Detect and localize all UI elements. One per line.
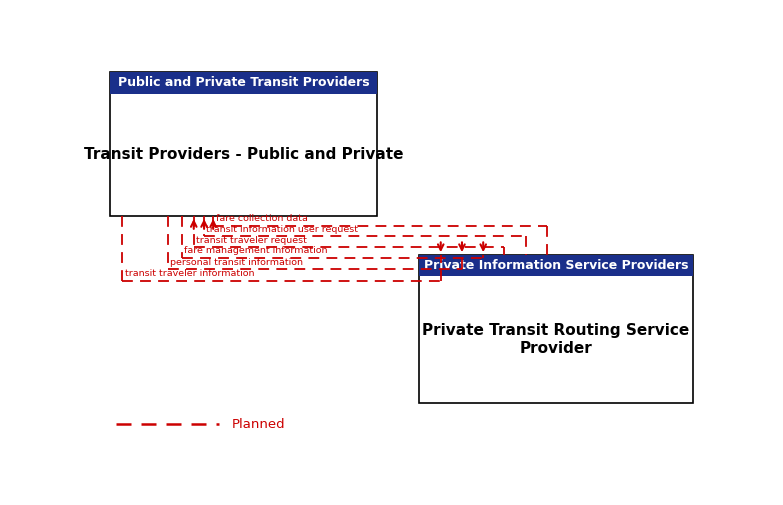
Bar [110,72,377,216]
Text: transit information user request: transit information user request [207,225,359,234]
Bar [420,255,693,403]
Text: Planned: Planned [232,418,285,431]
Text: transit traveler request: transit traveler request [197,235,307,244]
Text: Public and Private Transit Providers: Public and Private Transit Providers [117,76,370,89]
Text: personal transit information: personal transit information [170,258,303,267]
Text: transit traveler information: transit traveler information [124,269,254,278]
Bar [420,255,693,276]
Text: Transit Providers - Public and Private: Transit Providers - Public and Private [84,147,403,163]
Text: fare management information: fare management information [184,246,327,256]
Bar [110,72,377,93]
Text: fare collection data: fare collection data [215,214,308,223]
Text: Private Transit Routing Service
Provider: Private Transit Routing Service Provider [422,323,690,356]
Text: Private Information Service Providers: Private Information Service Providers [424,259,688,272]
